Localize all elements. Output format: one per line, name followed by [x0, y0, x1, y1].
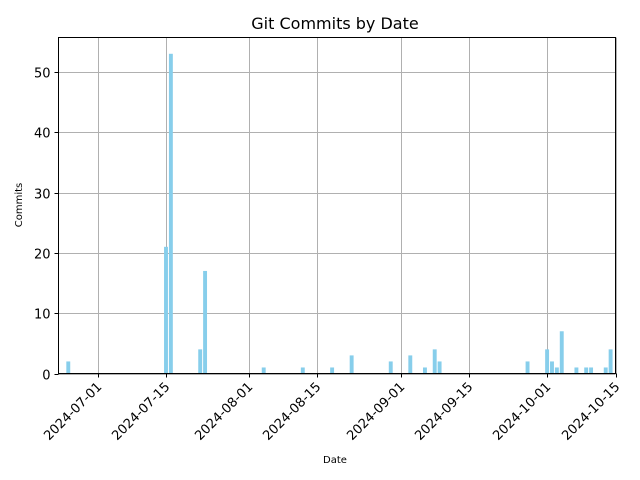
x-tick-label: 2024-08-01	[192, 380, 256, 444]
y-axis-label: Commits	[14, 183, 25, 228]
x-axis-label: Date	[323, 455, 347, 466]
x-tick-label: 2024-07-15	[109, 380, 173, 444]
commit-bar	[589, 367, 594, 374]
commit-bar	[198, 349, 203, 374]
commit-bar	[432, 349, 437, 374]
x-tick-label: 2024-10-15	[559, 380, 623, 444]
x-tick-label: 2024-09-01	[344, 380, 408, 444]
commit-bar	[525, 361, 530, 374]
commit-bar	[330, 367, 335, 374]
commit-bar	[388, 361, 393, 374]
commit-bar	[584, 367, 589, 374]
x-ticks: 2024-07-01 2024-07-15 2024-08-01 2024-08-15…	[41, 373, 623, 444]
commit-bar	[203, 270, 208, 374]
x-tick-label: 2024-10-01	[490, 380, 554, 444]
y-tick-label: 10	[34, 308, 51, 323]
commit-bar	[261, 367, 266, 374]
commit-bar	[422, 367, 427, 374]
chart-title: Git Commits by Date	[251, 14, 418, 33]
x-tick-label: 2024-09-15	[412, 380, 476, 444]
y-tick-label: 40	[34, 127, 51, 142]
commit-bar	[300, 367, 305, 374]
commit-bar	[559, 331, 564, 374]
bars	[66, 53, 613, 374]
commit-bar	[168, 53, 173, 374]
y-tick-label: 20	[34, 248, 51, 263]
commit-bar	[608, 349, 613, 374]
grid	[58, 37, 617, 375]
y-tick-label: 30	[34, 188, 51, 203]
commit-bar	[574, 367, 579, 374]
commit-bar	[550, 361, 554, 374]
commit-bar	[66, 361, 71, 374]
commit-bar	[545, 349, 550, 374]
commit-bar	[554, 367, 559, 374]
y-tick-label: 50	[34, 67, 51, 82]
plot-frame	[58, 37, 616, 374]
commit-bar	[437, 361, 442, 374]
x-tick-label: 2024-07-01	[41, 380, 105, 444]
commit-bar	[408, 355, 413, 374]
x-tick-label: 2024-08-15	[260, 380, 324, 444]
commit-bar	[349, 355, 354, 374]
y-ticks: 0 10 20 30 40 50	[34, 67, 59, 384]
axes	[58, 37, 616, 374]
commit-bar	[603, 367, 608, 374]
commit-bar	[164, 246, 168, 374]
y-tick-label: 0	[42, 369, 50, 384]
